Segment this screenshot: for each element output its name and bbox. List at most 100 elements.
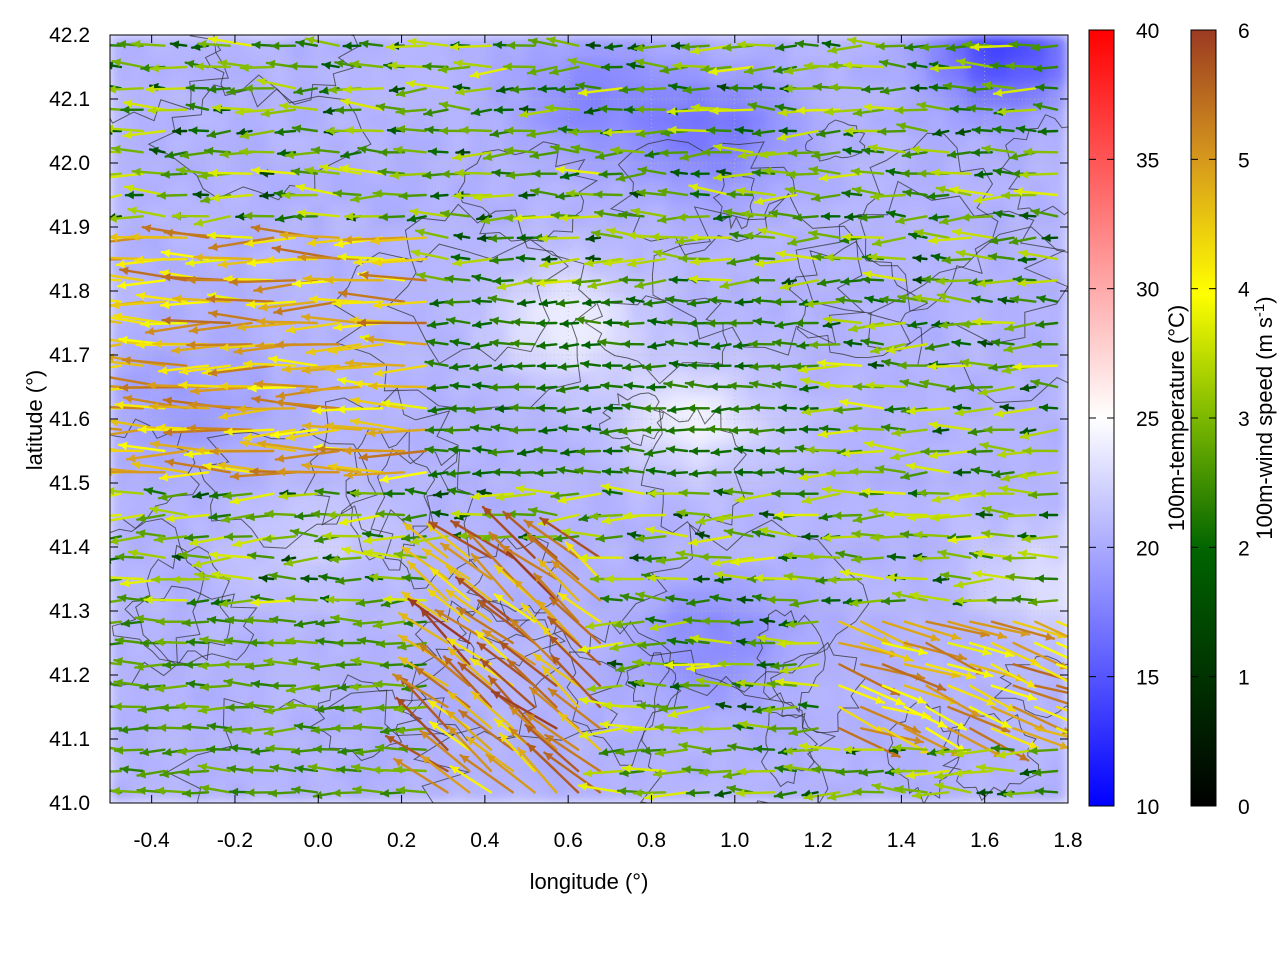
- y-tick-label: 42.1: [49, 88, 90, 111]
- wind-vector-shaft: [130, 462, 188, 474]
- wind-vector-head: [456, 87, 465, 96]
- heatmap-cell: [588, 562, 610, 588]
- wind-vector-head: [441, 169, 450, 179]
- heatmap-cell: [348, 322, 371, 348]
- heatmap-cell: [727, 634, 750, 660]
- wind-vector-shaft: [110, 535, 123, 540]
- heatmap-cell: [1027, 418, 1050, 444]
- wind-vector-head: [559, 424, 568, 433]
- wind-vector-shaft: [1055, 727, 1068, 735]
- wind-vector-shaft: [990, 663, 1037, 689]
- wind-vector-head: [738, 151, 747, 160]
- wind-vector-head: [1035, 787, 1044, 796]
- wind-vector-head: [661, 128, 670, 138]
- wind-vector-head: [587, 684, 596, 693]
- x-axis: -0.4 -0.2 0.0 0.2 0.4 0.6 0.8 1.0 1.2 1.4 1.6 1.8: [134, 35, 1083, 852]
- wind-vector-shaft: [236, 407, 297, 411]
- wind-vector-head: [247, 300, 256, 309]
- wind-vector-shaft: [110, 661, 123, 666]
- heatmap-cell: [528, 370, 551, 396]
- heatmap-cell: [1007, 106, 1030, 132]
- wind-vector-shaft: [838, 620, 892, 645]
- wind-vector-head: [537, 361, 546, 371]
- wind-vector-head: [728, 381, 737, 391]
- wind-vector-head: [887, 209, 896, 219]
- wind-vector-head: [782, 277, 792, 286]
- heatmap-cell: [727, 682, 750, 708]
- y-axis: 41.041.141.241.341.441.541.641.741.841.9…: [49, 24, 1068, 815]
- heatmap-cell: [488, 346, 511, 372]
- wind-vector-head: [336, 660, 345, 670]
- wind-vector-head: [246, 661, 255, 671]
- wind-vector-head: [689, 537, 698, 547]
- wind-vector-head: [930, 64, 939, 73]
- wind-vector-shaft: [414, 666, 471, 709]
- wind-vector-head: [1036, 83, 1045, 92]
- heatmap-cell: [488, 250, 511, 276]
- wind-vector-head: [220, 149, 229, 159]
- wind-vector-head: [558, 593, 568, 602]
- wind-vector-head: [92, 742, 101, 751]
- wind-vector-head: [568, 57, 577, 66]
- wind-vector-head: [473, 469, 482, 478]
- wind-vector-head: [137, 529, 146, 538]
- wind-vector-head: [514, 579, 523, 589]
- wind-vector-head: [100, 573, 108, 582]
- heatmap-cell: [887, 562, 910, 588]
- wind-vector-shaft: [110, 107, 123, 111]
- wind-vector-head: [579, 513, 589, 523]
- wind-vector-head: [753, 128, 762, 137]
- heatmap-cell: [667, 250, 690, 276]
- wind-vector-head: [1020, 431, 1030, 440]
- wind-vector-head: [510, 425, 519, 435]
- wind-vector-shaft: [121, 358, 188, 367]
- wind-vector-head: [315, 487, 324, 497]
- wind-vector-head: [441, 543, 451, 552]
- heatmap-cell: [1007, 394, 1030, 420]
- wind-vector-head: [458, 662, 468, 672]
- wind-vector-head: [988, 595, 997, 605]
- wind-vector-shaft: [428, 520, 493, 559]
- wind-vector-shaft: [457, 661, 514, 709]
- wind-vector-shaft: [268, 357, 319, 367]
- heatmap-cell: [687, 682, 710, 708]
- wind-vector-shaft: [186, 343, 253, 347]
- heatmap-cell: [807, 538, 830, 564]
- heatmap-cell: [987, 35, 1010, 60]
- wind-vector-head: [666, 445, 676, 454]
- wind-vector-head: [295, 619, 304, 629]
- wind-vector-head: [972, 148, 980, 157]
- heatmap-cell: [168, 682, 191, 708]
- heatmap-cell: [787, 514, 810, 540]
- wind-vector-head: [691, 46, 700, 55]
- wind-vector-head: [212, 103, 221, 113]
- heatmap-cell: [308, 562, 331, 588]
- wind-vector-head: [448, 726, 458, 736]
- heatmap-cell: [967, 586, 990, 612]
- wind-vector-head: [859, 768, 868, 777]
- wind-vector-head: [991, 744, 1000, 753]
- wind-vector-head: [1009, 40, 1018, 49]
- heatmap-cell: [568, 202, 590, 228]
- wind-vector-head: [289, 657, 298, 666]
- heatmap-cell: [687, 442, 710, 468]
- wind-vector-head: [264, 728, 274, 737]
- heatmap-cell: [428, 370, 451, 396]
- wind-vector-head: [853, 787, 862, 797]
- wind-vector-head: [1080, 639, 1089, 647]
- wind-vector-head: [616, 173, 626, 182]
- wind-vector-head: [627, 295, 636, 305]
- wind-vector-head: [771, 446, 780, 456]
- heatmap-cell: [907, 106, 930, 132]
- wind-vector-head: [672, 726, 681, 736]
- wind-vector-shaft: [990, 620, 1056, 640]
- wind-vector-head: [157, 191, 166, 200]
- wind-vector-head: [918, 488, 927, 498]
- wind-vector-head: [793, 362, 802, 371]
- heatmap-cell: [148, 418, 171, 444]
- wind-vector-head: [633, 658, 642, 667]
- wind-vector-head: [488, 234, 497, 243]
- wind-vector-shaft: [110, 300, 166, 307]
- wind-vector-head: [560, 341, 569, 351]
- wind-vector-head: [604, 403, 613, 413]
